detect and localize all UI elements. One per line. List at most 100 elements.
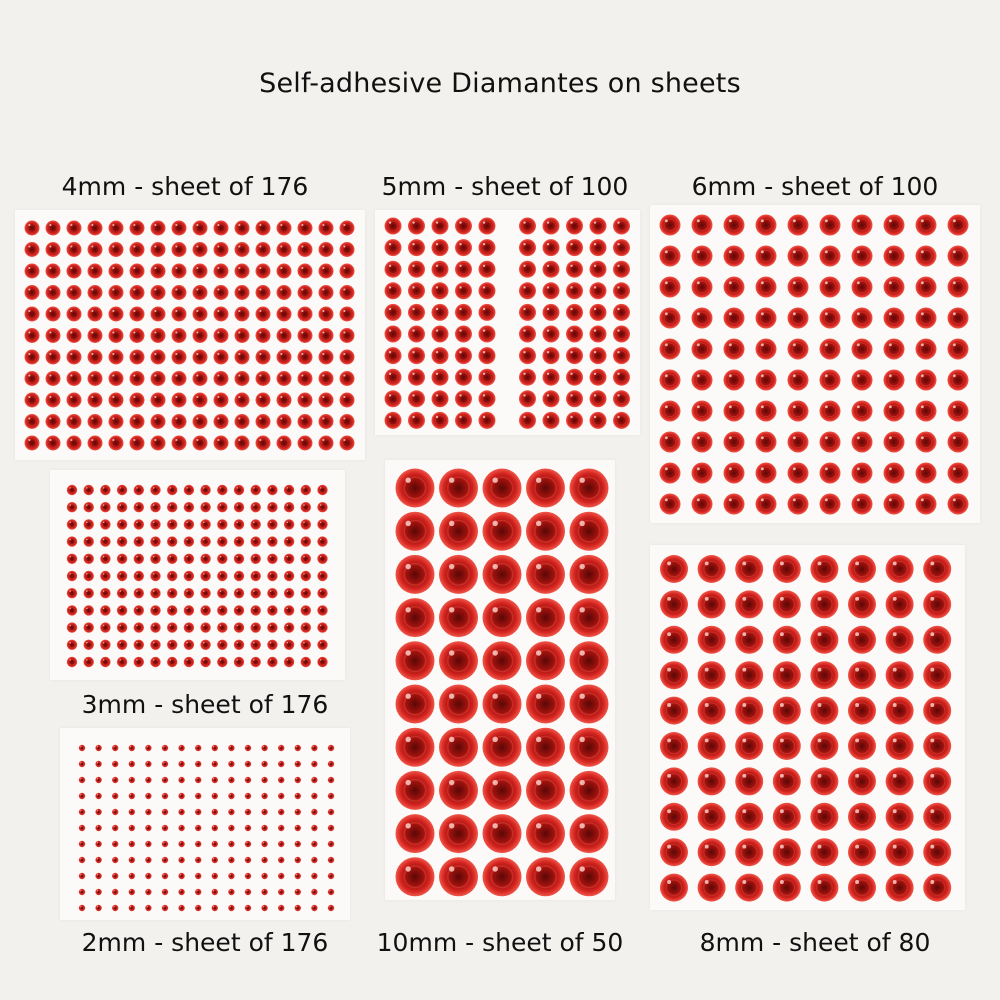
rhinestone [723,369,745,391]
rhinestone [915,431,937,453]
rhinestone [108,306,124,322]
rhinestone [250,588,261,599]
rhinestone [318,414,334,429]
rhinestone [339,435,355,451]
rhinestone [128,808,135,816]
rhinestone [261,840,268,848]
rhinestone [87,371,103,386]
rhinestone [195,744,202,752]
rhinestone [261,824,268,832]
rhinestone [66,502,78,513]
rhinestone [66,328,82,343]
rhinestone [659,369,681,391]
rhinestone [83,570,94,582]
rhinestone [183,639,195,650]
rhinestone [613,411,630,429]
rhinestone [311,824,318,832]
rhinestone [691,276,713,298]
rhinestone [283,639,295,650]
rhinestone [408,368,425,386]
rhinestone [129,328,145,343]
rhinestone [384,368,402,386]
rhinestone [133,622,144,633]
rhinestone [24,242,40,257]
rhinestone [267,553,278,564]
rhinestone [234,414,250,429]
rhinestone [161,808,169,816]
rhinestone [660,555,688,583]
rhinestone [755,307,777,329]
rhinestone [250,502,261,513]
rhinestone [395,857,435,897]
rhinestone [848,838,876,867]
rhinestone [735,732,764,760]
rhinestone [112,760,119,768]
rhinestone [200,484,211,496]
rhinestone [261,904,268,912]
rhinestone [923,696,952,725]
rhinestone [192,435,208,451]
rhinestone [735,767,764,796]
rhinestone [100,605,111,616]
rhinestone [526,554,565,594]
rhinestone [755,369,777,391]
rhinestone [66,519,78,530]
rhinestone [195,824,202,832]
rhinestone [161,760,169,768]
rhinestone [431,217,449,235]
rhinestone [211,792,218,800]
rhinestone [217,570,228,582]
rhinestone [317,536,328,547]
rhinestone [195,888,202,896]
rhinestone [294,792,301,800]
rhinestone [697,732,726,760]
rhinestone [883,214,905,236]
rhinestone [735,838,764,867]
rhinestone [133,536,144,547]
rhinestone [116,502,128,513]
rhinestone [947,338,969,360]
rhinestone [24,328,40,343]
rhinestone [659,245,681,267]
rhinestone [267,484,278,496]
rhinestone [66,588,78,599]
rhinestone [519,282,536,300]
rhinestone [178,824,185,832]
rhinestone [915,400,937,422]
rhinestone [569,554,609,594]
rhinestone [384,325,402,343]
rhinestone [167,639,178,650]
rhinestone [250,570,261,582]
rhinestone [395,684,435,724]
rhinestone [519,217,536,235]
rhinestone [192,371,208,386]
rhinestone [519,411,536,429]
rhinestone [228,792,235,800]
rhinestone [24,392,40,408]
rhinestone [150,263,166,279]
rhinestone [613,303,630,321]
rhinestone [810,696,839,725]
rhinestone [613,260,630,278]
rhinestone [294,760,301,768]
rhinestone [129,263,145,279]
rhinestone [478,390,496,408]
rhinestone [116,622,128,633]
rhinestone [691,369,713,391]
rhinestone [885,732,914,760]
rhinestone [339,414,355,429]
rhinestone [278,872,285,880]
rhinestone [234,435,250,451]
rhinestone [183,484,195,496]
rhinestone [45,306,61,322]
rhinestone [267,639,278,650]
rhinestone [133,484,144,496]
rhinestone [408,325,425,343]
rhinestone [100,570,111,582]
rhinestone [228,824,235,832]
rhinestone [112,744,119,752]
rhinestone [810,802,839,831]
sheet-8mm-gems [660,555,952,902]
rhinestone [851,245,873,267]
rhinestone [150,484,161,496]
